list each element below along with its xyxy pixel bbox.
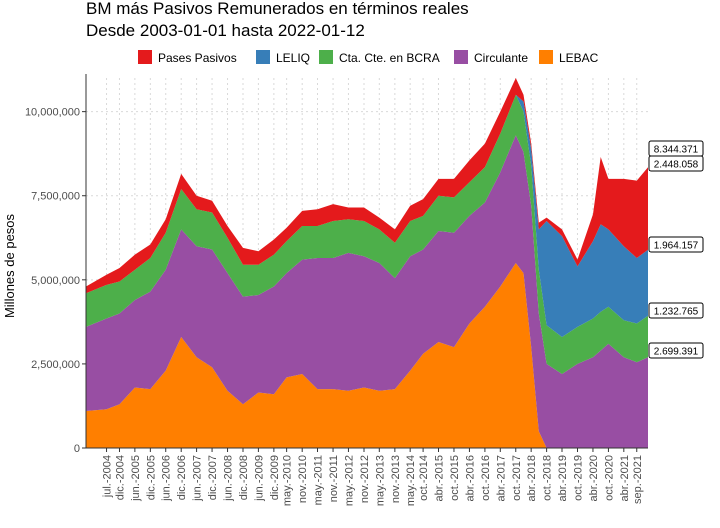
end-label-text: 8.344.371 bbox=[654, 145, 699, 156]
end-label: 2.699.391 bbox=[648, 342, 704, 359]
plot-areas bbox=[86, 78, 648, 448]
legend-swatch bbox=[256, 50, 270, 64]
x-tick-label: abr.-2021 bbox=[619, 455, 631, 501]
legend-item: LEBAC bbox=[539, 50, 599, 65]
legend-item: Cta. Cte. en BCRA bbox=[319, 50, 440, 65]
end-label-box bbox=[648, 155, 704, 172]
x-tick-label: oct.-2018 bbox=[542, 455, 554, 501]
x-tick-label: abr.-2020 bbox=[588, 455, 600, 501]
x-tick-label: jun.-2005 bbox=[130, 455, 142, 502]
y-tick-label: 10,000,000 bbox=[25, 107, 80, 119]
end-label-box bbox=[648, 236, 704, 253]
legend-item: LELIQ bbox=[256, 50, 310, 65]
end-label-text: 2.699.391 bbox=[654, 347, 699, 358]
end-label-box bbox=[648, 302, 704, 319]
legend-label: Circulante bbox=[474, 51, 528, 65]
x-tick-label: dic.-2004 bbox=[114, 455, 126, 500]
axes bbox=[85, 74, 648, 449]
x-axis-ticks: jul.-2004 dic.-2004 jun.-2005 dic.-2005 jun.… bbox=[102, 448, 644, 506]
legend-swatch bbox=[138, 50, 152, 64]
x-tick-label: dic.-2005 bbox=[145, 455, 157, 500]
legend-item: Circulante bbox=[454, 50, 528, 65]
area-lebac bbox=[86, 263, 648, 448]
area-cta-cte-en-bcra bbox=[86, 94, 648, 375]
x-tick-label: dic.-2008 bbox=[238, 455, 250, 500]
x-tick-label: abr.-2017 bbox=[495, 455, 507, 501]
end-label: 2.448.058 bbox=[648, 155, 704, 172]
x-tick-label: dic.-2007 bbox=[207, 455, 219, 500]
chart-title: BM más Pasivos Remunerados en términos r… bbox=[86, 0, 469, 18]
end-value-labels: 8.344.371 2.448.058 1.964.157 1.232.765 2.69… bbox=[648, 140, 704, 359]
x-tick-label: may.-2014 bbox=[405, 455, 417, 506]
x-tick-label: dic.-2006 bbox=[176, 455, 188, 500]
legend-label: LEBAC bbox=[559, 51, 599, 65]
x-tick-label: may.-2010 bbox=[282, 455, 294, 506]
end-label: 8.344.371 bbox=[648, 140, 704, 157]
x-tick-label: may.-2012 bbox=[343, 455, 355, 506]
x-tick-label: sep.-2021 bbox=[632, 455, 644, 504]
x-tick-label: oct.-2020 bbox=[603, 455, 615, 501]
x-tick-label: abr.-2016 bbox=[464, 455, 476, 501]
legend-label: Cta. Cte. en BCRA bbox=[339, 51, 440, 65]
end-label: 1.964.157 bbox=[648, 236, 704, 253]
end-label: 1.232.765 bbox=[648, 302, 704, 319]
x-tick-label: jul.-2004 bbox=[102, 455, 114, 498]
x-tick-label: jun.-2009 bbox=[253, 455, 265, 502]
x-tick-label: abr.-2015 bbox=[433, 455, 445, 501]
x-tick-label: nov.-2010 bbox=[297, 455, 309, 503]
legend-swatch bbox=[539, 50, 553, 64]
end-label-text: 1.232.765 bbox=[654, 307, 699, 318]
x-tick-label: nov.-2012 bbox=[359, 455, 371, 503]
area-leliq bbox=[86, 94, 648, 337]
y-axis-title: Millones de pesos bbox=[2, 213, 17, 318]
legend-label: LELIQ bbox=[276, 51, 310, 65]
chart-subtitle: Desde 2003-01-01 hasta 2022-01-12 bbox=[86, 21, 365, 40]
legend-swatch bbox=[319, 50, 333, 64]
legend-item: Pases Pasivos bbox=[138, 50, 237, 65]
legend: Pases Pasivos LELIQ Cta. Cte. en BCRA Circu… bbox=[138, 50, 599, 65]
x-tick-label: may.-2013 bbox=[374, 455, 386, 506]
y-tick-label: 2,500,000 bbox=[31, 359, 80, 371]
x-tick-label: jun.-2008 bbox=[223, 455, 235, 502]
area-circulante bbox=[86, 135, 648, 448]
legend-swatch bbox=[454, 50, 468, 64]
x-tick-label: abr.-2019 bbox=[557, 455, 569, 501]
end-label-box bbox=[648, 342, 704, 359]
y-tick-label: 0 bbox=[74, 443, 80, 455]
x-tick-label: may.-2011 bbox=[312, 455, 324, 505]
x-tick-label: oct.-2014 bbox=[418, 455, 430, 501]
y-tick-label: 5,000,000 bbox=[31, 275, 80, 287]
x-tick-label: abr.-2018 bbox=[526, 455, 538, 501]
end-label-text: 1.964.157 bbox=[654, 241, 699, 252]
x-tick-label: oct.-2019 bbox=[572, 455, 584, 501]
x-tick-label: jun.-2006 bbox=[161, 455, 173, 502]
end-label-text: 2.448.058 bbox=[654, 160, 699, 171]
y-tick-label: 7,500,000 bbox=[31, 191, 80, 203]
x-tick-label: jun.-2007 bbox=[192, 455, 204, 502]
legend-label: Pases Pasivos bbox=[158, 51, 237, 65]
x-tick-label: oct.-2016 bbox=[480, 455, 492, 501]
x-tick-label: nov.-2013 bbox=[390, 455, 402, 503]
x-tick-label: nov.-2011 bbox=[328, 455, 340, 502]
x-tick-label: oct.-2017 bbox=[511, 455, 523, 501]
x-tick-label: oct.-2015 bbox=[449, 455, 461, 501]
x-tick-label: dic.-2009 bbox=[269, 455, 281, 500]
y-axis-ticks: 0 2,500,000 5,000,000 7,500,000 10,000,000 bbox=[25, 107, 86, 455]
